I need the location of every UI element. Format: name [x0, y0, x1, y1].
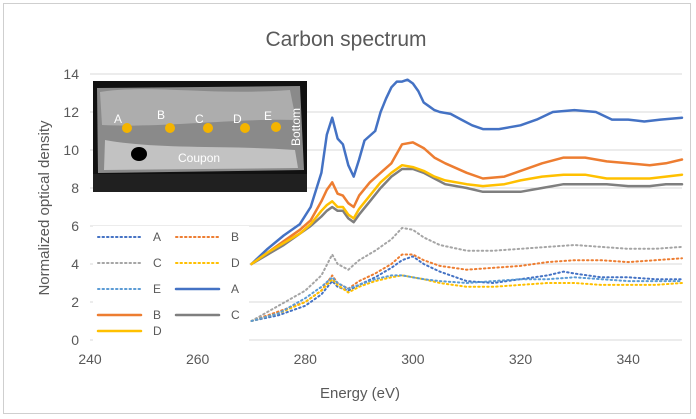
photo-label-D: D — [233, 112, 242, 126]
chart-title: Carbon spectrum — [265, 28, 426, 51]
series-line-dotted-B — [250, 253, 683, 322]
legend-label-solid-D: D — [153, 324, 162, 338]
legend-label-dotted-C: C — [153, 256, 162, 270]
legend: A B C D E A B C D — [93, 226, 249, 344]
legend-label-dotted-A: A — [153, 230, 161, 244]
series-line-solid-C — [250, 167, 684, 266]
y-tick-label: 14 — [63, 66, 79, 82]
y-tick-label: 2 — [71, 294, 79, 310]
legend-label-dotted-D: D — [231, 256, 240, 270]
y-tick-label: 12 — [63, 104, 79, 120]
y-axis-title: Normalized optical density — [36, 120, 53, 296]
series-line-dotted-C — [250, 226, 683, 322]
photo-label-bottom: Bottom — [289, 108, 303, 146]
photo-label-B: B — [157, 108, 165, 122]
axes: 0 2 4 6 8 10 12 14 240 260 280 300 320 340 — [63, 66, 640, 367]
x-tick-label: 240 — [78, 351, 102, 367]
chart-frame — [3, 3, 691, 414]
coupon-highlight — [100, 89, 296, 126]
marker-B — [165, 123, 175, 133]
marker-C — [203, 123, 213, 133]
legend-background — [93, 226, 249, 344]
x-axis-title: Energy (eV) — [320, 385, 400, 402]
y-tick-label: 8 — [71, 180, 79, 196]
photo-label-A: A — [114, 112, 122, 126]
coupon-photo: A B C D E Coupon Bottom — [93, 81, 307, 192]
legend-label-solid-B: B — [153, 308, 161, 322]
marker-D — [240, 123, 250, 133]
series-lines — [250, 78, 684, 322]
series-line-dotted-E — [250, 274, 683, 322]
series-line-solid-B — [250, 141, 684, 266]
legend-label-solid-C: C — [231, 308, 240, 322]
x-tick-label: 320 — [509, 351, 533, 367]
marker-E — [271, 122, 281, 132]
x-tick-label: 300 — [401, 351, 425, 367]
y-tick-label: 4 — [71, 256, 79, 272]
legend-label-dotted-B: B — [231, 230, 239, 244]
photo-label-C: C — [195, 112, 204, 126]
y-tick-label: 10 — [63, 142, 79, 158]
legend-label-dotted-E: E — [153, 282, 161, 296]
series-line-solid-A — [250, 78, 684, 266]
y-tick-label: 0 — [71, 332, 79, 348]
x-tick-label: 340 — [617, 351, 641, 367]
x-tick-label: 280 — [294, 351, 318, 367]
photo-label-E: E — [264, 109, 272, 123]
photo-label-coupon: Coupon — [178, 151, 220, 165]
marker-A — [122, 123, 132, 133]
coupon-hole — [131, 147, 147, 161]
series-line-solid-D — [250, 163, 684, 266]
coupon-base — [93, 174, 307, 192]
series-line-dotted-A — [250, 255, 683, 322]
x-tick-label: 260 — [186, 351, 210, 367]
y-tick-label: 6 — [71, 218, 79, 234]
legend-label-solid-A: A — [231, 282, 239, 296]
coupon-lower-band — [104, 140, 298, 170]
